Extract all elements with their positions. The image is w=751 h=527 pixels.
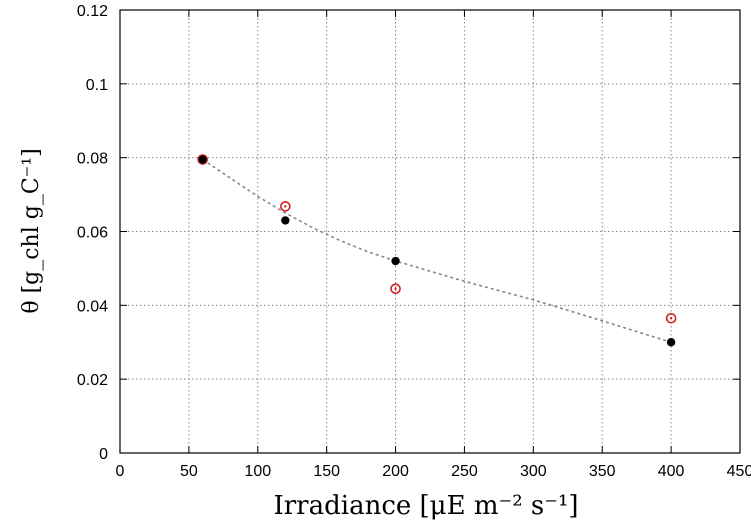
red-point-dot [394, 287, 397, 290]
x-tick-label: 350 [589, 463, 616, 480]
y-tick-label: 0.08 [77, 151, 108, 168]
red-open-point [665, 312, 677, 324]
red-point-dot [669, 317, 673, 320]
x-tick-label: 0 [116, 463, 125, 480]
x-tick-label: 150 [313, 463, 340, 480]
grid [120, 10, 740, 453]
y-axis-title: θ [g_chl g_C⁻¹] [19, 148, 44, 313]
y-tick-label: 0.12 [77, 3, 108, 20]
y-tick-label: 0.1 [86, 77, 108, 94]
black-filled-point [666, 338, 676, 347]
x-axis-title: Irradiance [μE m⁻² s⁻¹] [273, 491, 578, 521]
x-tick-label: 450 [727, 463, 751, 480]
data-series [197, 154, 677, 347]
fit-line [202, 158, 672, 344]
red-point-ring [665, 312, 677, 324]
red-point-ring [280, 201, 291, 212]
x-tick-label: 200 [382, 463, 409, 480]
red-point-dot [284, 205, 287, 208]
x-tick-label: 400 [658, 463, 685, 480]
x-tick-label: 250 [451, 463, 478, 480]
x-tick-label: 100 [244, 463, 271, 480]
y-tick-label: 0.04 [77, 298, 108, 315]
x-tick-labels: 0 50 100 150 200 250 300 350 400 450 [116, 463, 751, 480]
y-tick-labels: 0 0.02 0.04 0.06 0.08 0.1 0.12 [77, 3, 108, 463]
y-tick-label: 0 [99, 446, 108, 463]
red-open-point [390, 283, 401, 295]
x-tick-label: 50 [180, 463, 198, 480]
axis-ticks [119, 9, 741, 454]
red-open-point [280, 201, 291, 212]
black-filled-point [281, 216, 290, 225]
black-filled-point [198, 155, 207, 164]
red-point-ring [197, 154, 208, 165]
x-tick-label: 300 [520, 463, 547, 480]
fit-curve [202, 158, 672, 344]
y-tick-label: 0.06 [77, 225, 108, 242]
red-point-ring [390, 283, 401, 295]
black-filled-point [391, 256, 400, 266]
y-tick-label: 0.02 [77, 372, 108, 389]
